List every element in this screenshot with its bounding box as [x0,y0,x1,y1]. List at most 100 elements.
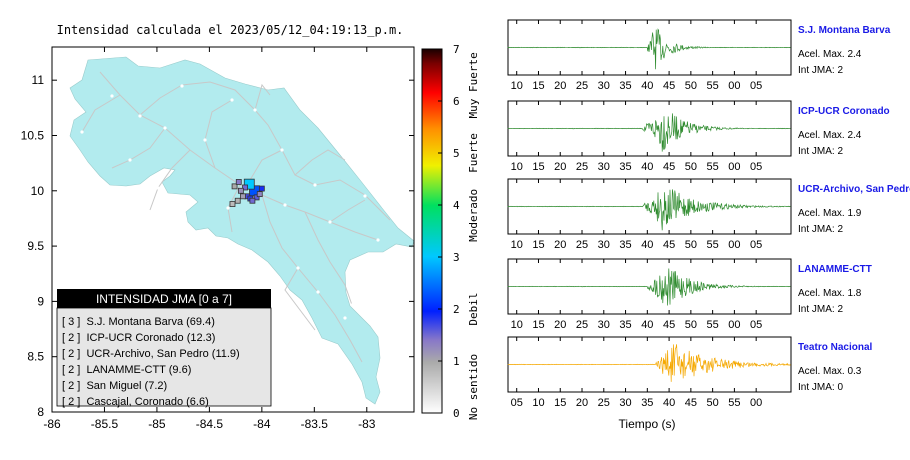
seismogram-tick-label: 10 [511,319,523,331]
map-y-tick-label: 9 [37,294,44,308]
seismogram-tick-label: 50 [685,161,697,173]
seismogram-tick-label: 00 [728,80,740,92]
station-int-label: Int JMA: 2 [798,146,843,157]
seismogram-tick-label: 00 [728,319,740,331]
station-marker [240,193,246,200]
seismogram-tick-label: 40 [641,239,653,251]
station-name-label: ICP-UCR Coronado [798,106,890,117]
seismogram-tick-label: 30 [598,161,610,173]
seismogram-tick-label: 00 [750,397,762,409]
seismogram-tick-label: 00 [728,239,740,251]
seismogram-tick-label: 30 [598,239,610,251]
colorbar-category-label: Moderado [467,189,480,242]
colorbar-category-label: No sentido [467,354,480,420]
seismogram-panel: 05 10 15 20 25 30 35 40 45 50 55 00 Teatro Nacional A… [507,336,872,409]
colorbar-tick-label: 6 [453,95,460,108]
map-x-tick-label: -84.5 [196,417,224,431]
seismogram-tick-label: 55 [707,161,719,173]
seismogram-tick-label: 40 [663,397,675,409]
seismogram-waveform [507,113,791,152]
seismogram-tick-label: 55 [707,80,719,92]
seismogram-tick-label: 05 [750,80,762,92]
seismogram-tick-label: 10 [511,239,523,251]
seismogram-panel: 10 15 20 25 30 35 40 45 50 55 00 05 S.J. Montana Bar… [507,19,891,92]
legend-body [56,307,272,407]
colorbar-tick-label: 7 [453,43,460,56]
seismogram-tick-label: 45 [663,161,675,173]
seismogram-tick-label: 50 [685,239,697,251]
station-int-label: Int JMA: 2 [798,65,843,76]
seismogram-tick-label: 05 [750,161,762,173]
legend-item: [ 2 ] San Miguel (7.2) [62,380,167,392]
station-int-label: Int JMA: 0 [798,382,843,393]
seismogram-tick-label: 25 [576,161,588,173]
colorbar-tick-label: 2 [453,303,460,316]
map-x-tick-label: -83.5 [301,417,329,431]
map-axes: -86 -85.5 -85 -84.5 -84 -83.5 -83 8 8.5 9 9.5 10 10.… [21,47,414,431]
map-y-tick-label: 11 [32,73,45,87]
seismogram-tick-label: 50 [685,80,697,92]
station-marker [256,191,263,198]
seismogram-tick-label: 15 [532,161,544,173]
seismogram-tick-label: 35 [619,80,631,92]
traces-xlabel: Tiempo (s) [619,417,676,431]
seismogram-tick-label: 45 [685,397,697,409]
seismogram-tick-label: 10 [532,397,544,409]
seismogram-tick-label: 05 [511,397,523,409]
colorbar-category-label: Fuerte [467,133,480,173]
seismogram-tick-label: 30 [619,397,631,409]
station-marker [249,197,256,204]
colorbar-tick-label: 1 [453,355,460,368]
seismogram-panel: 10 15 20 25 30 35 40 45 50 55 00 05 LANAMME-CTT Acel.… [507,258,872,331]
map-x-tick-label: -84 [253,417,271,431]
seismogram-tick-label: 20 [554,161,566,173]
map-y-tick-label: 8.5 [27,350,44,364]
seismogram-tick-label: 35 [619,161,631,173]
colorbar-labels: No sentido Debil Moderado Fuerte Muy Fuerte [467,52,480,420]
station-marker [253,194,260,201]
seismogram-tick-label: 00 [728,161,740,173]
seismogram-tick-label: 35 [619,319,631,331]
station-marker [237,187,244,194]
seismogram-tick-label: 55 [707,319,719,331]
seismogram-tick-label: 05 [750,239,762,251]
seismogram-waveform [507,344,791,382]
seismogram-tick-label: 45 [663,239,675,251]
seismogram-tick-label: 40 [641,319,653,331]
town-markers [80,84,380,320]
map-y-tick-label: 9.5 [27,239,44,253]
colorbar-tick-label: 3 [453,251,460,264]
station-acel-label: Acel. Max. 2.4 [798,49,862,60]
map-x-tick-label: -86 [43,417,61,431]
seismogram-tick-label: 20 [576,397,588,409]
map-x-tick-label: -85 [148,417,166,431]
colorbar-tick-label: 5 [453,147,460,160]
station-marker [234,197,241,204]
legend-item: [ 2 ] ICP-UCR Coronado (12.3) [62,332,215,344]
seismogram-tick-label: 10 [511,80,523,92]
seismogram-waveform [507,189,791,231]
seismogram-tick-label: 40 [641,161,653,173]
station-acel-label: Acel. Max. 2.4 [798,130,862,141]
seismogram-tick-label: 15 [554,397,566,409]
map-title: Intensidad calculada el 2023/05/12_04:19… [57,23,404,37]
costa-rica-landmass [69,56,415,405]
seismogram-tick-label: 50 [685,319,697,331]
colorbar-tick-label: 0 [453,407,460,420]
station-int-label: Int JMA: 2 [798,304,843,315]
seismogram-tick-label: 55 [728,397,740,409]
seismogram-tick-label: 55 [707,239,719,251]
station-acel-label: Acel. Max. 0.3 [798,366,862,377]
seismogram-tick-label: 45 [663,319,675,331]
station-marker [243,178,255,190]
station-acel-label: Acel. Max. 1.8 [798,288,862,299]
road-network [81,71,391,363]
seismogram-tick-label: 10 [511,161,523,173]
station-marker [229,201,236,207]
seismogram-tick-label: 40 [641,80,653,92]
seismogram-tick-label: 05 [750,319,762,331]
station-marker [258,185,265,192]
legend-title: INTENSIDAD JMA [0 a 7] [96,292,232,306]
legend-item: [ 2 ] LANAMME-CTT (9.6) [62,364,191,376]
seismogram-tick-label: 20 [554,80,566,92]
